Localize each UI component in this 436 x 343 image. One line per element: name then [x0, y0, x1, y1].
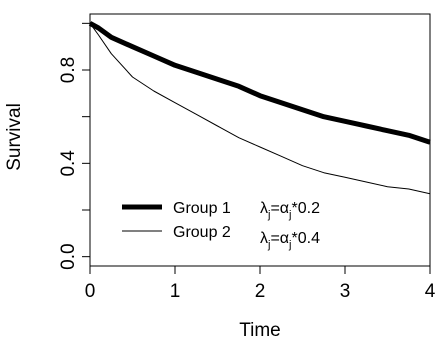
subscript-j: j	[288, 209, 291, 221]
x-axis-title: Time	[239, 320, 281, 341]
x-tick-label: 0	[85, 281, 96, 302]
multiplier-text: *0.2	[292, 200, 321, 217]
alpha-symbol: α	[280, 200, 289, 217]
subscript-j: j	[288, 239, 291, 251]
series-lines	[88, 21, 431, 195]
equals-sign: =	[270, 200, 279, 217]
equals-sign: =	[270, 230, 279, 247]
multiplier-text: *0.4	[292, 230, 321, 247]
series-line-group-1	[88, 21, 431, 145]
y-tick-label: 0.0	[58, 243, 79, 269]
legend-annotation-group-2: λj=αj*0.4	[260, 230, 320, 251]
x-tick-label: 4	[425, 281, 436, 302]
x-tick-label: 1	[170, 281, 181, 302]
y-axis-title: Survival	[4, 103, 25, 171]
legend-label-group-1: Group 1	[173, 200, 231, 217]
y-tick-label: 0.8	[58, 57, 79, 83]
series-line-group-2	[89, 23, 431, 195]
legend-label-group-2: Group 2	[173, 224, 231, 241]
x-tick-label: 3	[340, 281, 351, 302]
legend-annotation-group-1: λj=αj*0.2	[260, 200, 320, 221]
legend: Group 1 λj=αj*0.2 Group 2 λj=αj*0.4	[122, 200, 320, 251]
ticks: 0 1 2 3 4 0.0 0.4 0.8	[58, 22, 436, 302]
x-tick-label: 2	[255, 281, 266, 302]
lambda-symbol: λ	[260, 200, 268, 217]
y-tick-label: 0.4	[58, 150, 79, 177]
lambda-symbol: λ	[260, 230, 268, 247]
subscript-j: j	[267, 239, 270, 251]
alpha-symbol: α	[280, 230, 289, 247]
subscript-j: j	[267, 209, 270, 221]
